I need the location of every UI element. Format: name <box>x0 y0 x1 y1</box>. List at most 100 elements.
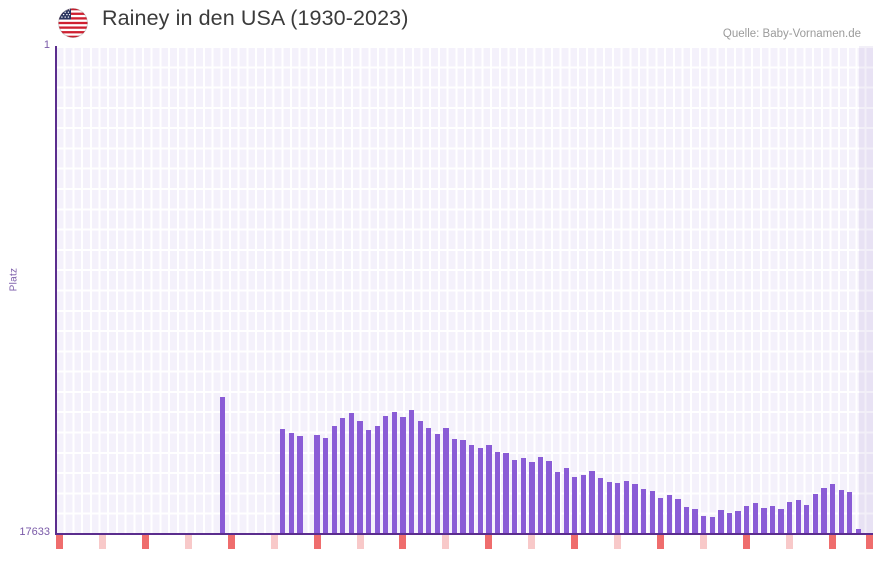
x-tick-2000 <box>657 535 665 549</box>
bar-1957[interactable] <box>288 433 294 533</box>
bar-1967[interactable] <box>374 426 380 533</box>
bar-2014[interactable] <box>778 509 784 533</box>
bar-1980[interactable] <box>486 445 492 533</box>
x-tick-2010 <box>743 535 751 549</box>
bar-2009[interactable] <box>735 511 741 533</box>
bar-2016[interactable] <box>795 500 801 533</box>
bar-2018[interactable] <box>812 494 819 533</box>
bar-1995[interactable] <box>615 483 621 533</box>
bar-1982[interactable] <box>503 453 509 533</box>
bar-2019[interactable] <box>821 488 827 533</box>
y-axis-title: Platz <box>8 267 20 292</box>
x-tick-1950 <box>227 535 235 549</box>
source-label: Quelle: Baby-Vornamen.de <box>722 28 861 40</box>
x-tick-1965 <box>356 535 364 549</box>
bar-1987[interactable] <box>546 461 552 533</box>
x-tick-1995 <box>614 535 622 549</box>
bar-1965[interactable] <box>357 421 363 533</box>
bar-2015[interactable] <box>786 502 793 533</box>
bar-1964[interactable] <box>348 413 355 533</box>
bar-2023[interactable] <box>855 529 862 533</box>
bar-1996[interactable] <box>623 481 630 533</box>
bar-2002[interactable] <box>675 499 681 533</box>
bar-1986[interactable] <box>537 457 544 533</box>
bar-1984[interactable] <box>520 458 526 533</box>
bar-1972[interactable] <box>417 421 423 533</box>
bar-1998[interactable] <box>640 489 647 533</box>
x-tick-1955 <box>270 535 278 549</box>
bar-1989[interactable] <box>563 468 569 533</box>
bar-2005[interactable] <box>701 516 707 533</box>
bar-2022[interactable] <box>847 492 853 533</box>
bar-1990[interactable] <box>572 477 578 533</box>
bar-1979[interactable] <box>477 448 483 533</box>
bar-1985[interactable] <box>529 462 535 533</box>
bar-1968[interactable] <box>383 416 389 533</box>
x-tick-1980 <box>485 535 493 549</box>
bar-2017[interactable] <box>804 505 810 533</box>
bar-1974[interactable] <box>434 434 440 533</box>
y-axis-top-label: 1 <box>43 39 50 51</box>
bar-1975[interactable] <box>443 428 449 533</box>
x-tick-1945 <box>184 535 192 549</box>
bar-2004[interactable] <box>692 509 698 533</box>
x-axis-labels <box>55 551 873 581</box>
bar-1961[interactable] <box>322 438 329 533</box>
x-tick-1960 <box>313 535 321 549</box>
bar-1966[interactable] <box>365 430 372 533</box>
bar-2006[interactable] <box>709 517 715 533</box>
bar-2003[interactable] <box>683 507 690 533</box>
bar-2000[interactable] <box>658 498 664 533</box>
bar-1981[interactable] <box>494 452 501 533</box>
x-tick-1930 <box>55 535 63 549</box>
y-axis-line <box>55 46 57 534</box>
bar-1993[interactable] <box>597 478 604 533</box>
bar-1991[interactable] <box>580 475 587 533</box>
bar-1958[interactable] <box>297 436 303 533</box>
bar-1999[interactable] <box>649 491 655 533</box>
bar-1969[interactable] <box>391 412 398 533</box>
bar-1983[interactable] <box>512 460 518 533</box>
bar-1971[interactable] <box>408 410 415 533</box>
bar-1963[interactable] <box>340 418 346 533</box>
bar-2011[interactable] <box>752 503 758 533</box>
bar-1973[interactable] <box>426 428 432 533</box>
page-title: Rainey in den USA (1930-2023) <box>102 6 409 30</box>
bar-series <box>55 46 873 533</box>
x-tick-1990 <box>571 535 579 549</box>
bar-2012[interactable] <box>761 508 767 533</box>
bar-1992[interactable] <box>589 471 595 533</box>
x-tick-2005 <box>700 535 708 549</box>
x-tick-1940 <box>141 535 149 549</box>
x-tick-1970 <box>399 535 407 549</box>
bar-1988[interactable] <box>554 472 561 533</box>
bar-1977[interactable] <box>460 440 466 533</box>
x-tick-1985 <box>528 535 536 549</box>
bar-1997[interactable] <box>632 484 638 533</box>
bar-2007[interactable] <box>718 510 724 533</box>
x-tick-1935 <box>98 535 106 549</box>
bar-2008[interactable] <box>726 513 733 533</box>
bar-2001[interactable] <box>666 495 672 533</box>
bar-1956[interactable] <box>280 429 286 533</box>
x-axis-ticks <box>55 535 873 549</box>
x-tick-1975 <box>442 535 450 549</box>
bar-2013[interactable] <box>769 506 776 533</box>
bar-2021[interactable] <box>838 490 844 533</box>
bar-1962[interactable] <box>331 426 337 533</box>
x-axis-line <box>55 533 873 535</box>
x-tick-2020 <box>829 535 837 549</box>
plot-area <box>55 46 873 533</box>
bar-1994[interactable] <box>606 482 612 533</box>
bar-2010[interactable] <box>744 506 750 533</box>
bar-1970[interactable] <box>400 417 406 533</box>
chart-header: Rainey in den USA (1930-2023) Quelle: Ba… <box>0 0 873 46</box>
bar-1949[interactable] <box>219 397 226 533</box>
bar-1976[interactable] <box>451 439 458 533</box>
y-axis-bottom-label: 17633 <box>19 526 50 538</box>
bar-2020[interactable] <box>829 484 836 533</box>
bar-1978[interactable] <box>469 445 475 533</box>
bar-1960[interactable] <box>314 435 320 533</box>
us-flag-icon <box>58 8 88 38</box>
